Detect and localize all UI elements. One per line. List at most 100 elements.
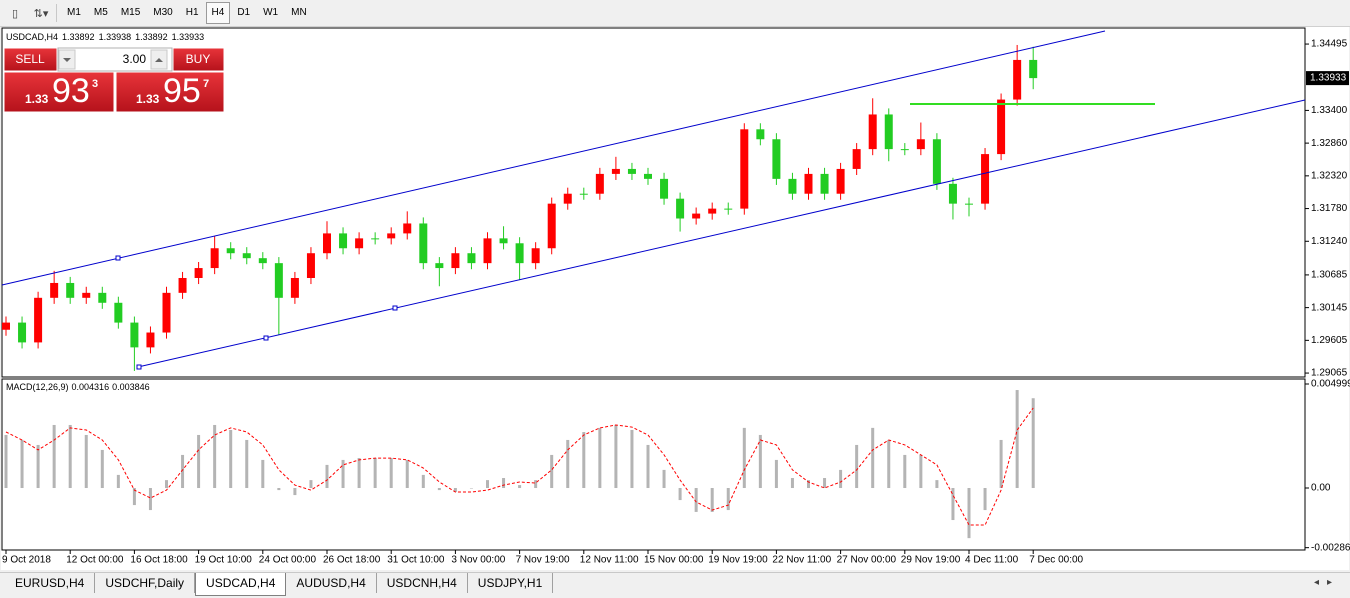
timeframe-button[interactable]: M15 [120, 7, 141, 18]
chart-tab[interactable]: EURUSD,H4 [5, 573, 96, 593]
candle-body [467, 253, 476, 264]
ohlc-high: 1.33938 [98, 32, 132, 42]
line-handle[interactable] [115, 255, 121, 261]
candle-body [242, 253, 251, 259]
candle-body [948, 183, 957, 204]
macd-bar [726, 488, 730, 511]
candle-body [387, 233, 396, 239]
candle-body [579, 193, 588, 195]
macd-bar [165, 480, 168, 489]
candle-body [178, 277, 187, 293]
x-tick-label: 16 Oct 18:00 [130, 555, 188, 566]
timeframe-button[interactable]: H4 [205, 2, 231, 24]
y-tick-label: 1.34495 [1311, 39, 1348, 50]
macd-bar [678, 488, 682, 501]
line-handle[interactable] [136, 364, 142, 370]
chart-tab[interactable]: USDCAD,H4 [195, 573, 287, 596]
x-tick-label: 24 Oct 00:00 [259, 555, 317, 566]
y-tick-label: 1.32320 [1311, 170, 1348, 181]
candle-body [130, 322, 139, 348]
macd-bar [967, 488, 971, 539]
timeframe-button[interactable]: M30 [153, 7, 173, 18]
chart-tab[interactable]: USDCNH,H4 [377, 573, 468, 593]
candle-body [836, 168, 845, 194]
candle-body [323, 233, 331, 254]
candle-body [932, 139, 941, 184]
macd-bar [566, 439, 570, 489]
macd-bar [582, 432, 586, 489]
timeframe-button[interactable]: D1 [237, 7, 251, 18]
y-tick-label: 1.30685 [1311, 270, 1348, 281]
candle-body [162, 292, 171, 333]
candle-body [788, 178, 797, 194]
macd-bar [999, 439, 1003, 489]
y-tick-label: 1.31780 [1311, 203, 1348, 214]
channel-upper[interactable] [1, 30, 1106, 286]
lot-input[interactable] [57, 47, 173, 72]
ask-big-figure: 1.33 [136, 92, 160, 106]
candle-body [627, 168, 636, 174]
macd-bar [213, 424, 217, 489]
macd-bar [823, 478, 827, 489]
candle-body [740, 129, 749, 209]
macd-bar [758, 434, 762, 489]
candle-body [290, 277, 299, 298]
ohlc-low: 1.33892 [135, 32, 168, 42]
x-tick-label: 26 Oct 18:00 [323, 555, 381, 566]
lot-value[interactable]: 3.00 [123, 52, 147, 66]
timeframe-button[interactable]: MN [291, 7, 307, 18]
macd-bar [983, 488, 987, 511]
chart-tab[interactable]: USDJPY,H1 [468, 573, 554, 593]
toolbar-icon[interactable]: ⇅▾ [33, 7, 49, 20]
bid-box[interactable] [3, 71, 115, 113]
candle-body [676, 198, 685, 219]
buy-button[interactable] [172, 47, 225, 72]
x-tick-label: 27 Nov 00:00 [837, 555, 897, 566]
signal-value: 0.003846 [112, 382, 150, 392]
macd-bar [309, 480, 313, 489]
candle-body [547, 203, 556, 249]
y-tick-label: 1.31240 [1311, 236, 1348, 247]
macd-bar [229, 429, 233, 489]
tab-scroll[interactable]: ◂▸ [1313, 577, 1340, 588]
y-tick-label: 0.00 [1311, 483, 1331, 494]
chart-tab[interactable]: USDCHF,Daily [95, 573, 196, 593]
timeframe-button[interactable]: W1 [263, 7, 279, 18]
sell-button[interactable] [3, 47, 58, 72]
candle-body [852, 149, 861, 169]
macd-bar [1031, 398, 1035, 489]
candle-body [483, 238, 492, 264]
x-tick-label: 12 Oct 00:00 [66, 555, 124, 566]
timeframe-button[interactable]: M5 [93, 7, 108, 18]
chart-tab[interactable]: AUDUSD,H4 [286, 573, 377, 593]
candle-body [306, 253, 315, 278]
macd-bar [36, 444, 40, 489]
drawings [1, 30, 1306, 370]
macd-bar [277, 488, 281, 491]
macd-bar [4, 434, 8, 489]
symbol: USDCAD,H4 [6, 32, 59, 42]
ask-box[interactable] [115, 71, 225, 113]
line-handle[interactable] [263, 335, 269, 341]
x-tick-label: 3 Nov 00:00 [451, 555, 505, 566]
candle-body [114, 302, 123, 323]
x-tick-label: 7 Dec 00:00 [1029, 555, 1083, 566]
macd-bar [116, 474, 120, 489]
candle-body [692, 213, 701, 219]
macd-bar [742, 427, 746, 489]
timeframe-button[interactable]: M1 [67, 7, 81, 18]
macd-bar [646, 444, 650, 489]
timeframe-button[interactable]: H1 [185, 7, 199, 18]
line-handle[interactable] [392, 305, 398, 311]
candle-body [708, 208, 717, 214]
sell-label[interactable]: SELL [15, 52, 45, 66]
ohlc-close: 1.33933 [171, 32, 205, 42]
buy-label[interactable]: BUY [186, 52, 211, 66]
candle-body [82, 292, 91, 298]
channel-lower[interactable] [137, 99, 1306, 368]
toolbar-icon[interactable]: ▯ [11, 7, 19, 20]
macd-panel [1, 378, 1306, 551]
last-price-marker [1306, 71, 1349, 86]
candle-body [419, 223, 428, 264]
x-tick-label: 29 Nov 19:00 [901, 555, 961, 566]
